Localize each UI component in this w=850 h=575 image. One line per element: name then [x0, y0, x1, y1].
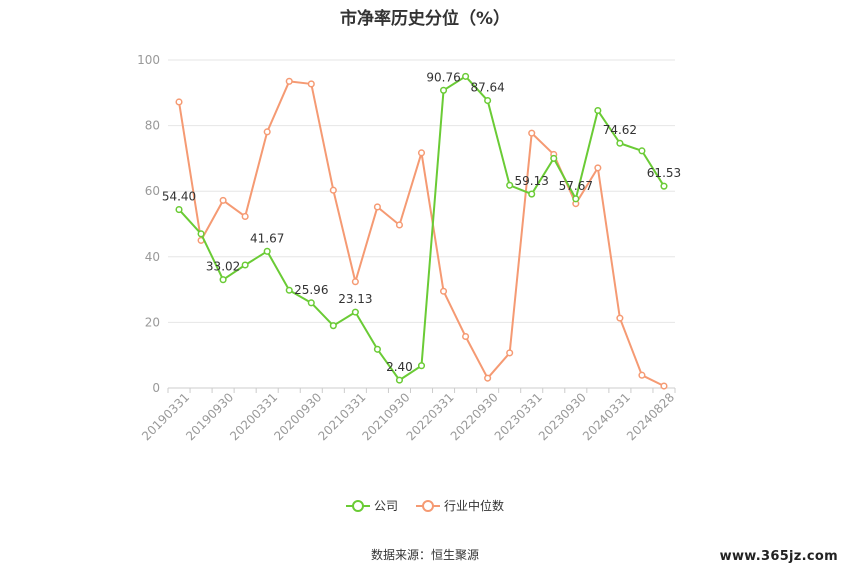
data-label: 23.13	[338, 292, 372, 306]
data-point	[351, 308, 359, 316]
data-label: 25.96	[294, 283, 328, 297]
y-tick-label: 60	[145, 184, 160, 198]
data-label: 2.40	[386, 360, 413, 374]
data-point	[572, 195, 580, 203]
legend-swatch-company	[345, 499, 370, 513]
data-point	[417, 362, 426, 370]
data-label: 90.76	[426, 70, 460, 84]
chart-title: 市净率历史分位（%）	[339, 9, 511, 29]
data-point	[550, 154, 558, 162]
data-point	[616, 139, 624, 147]
data-point	[329, 322, 337, 330]
data-point	[285, 77, 293, 85]
data-label: 87.64	[470, 81, 504, 95]
data-label: 61.53	[647, 166, 681, 180]
data-label: 59.13	[515, 174, 549, 188]
data-point	[660, 182, 668, 190]
legend-label-company: 公司	[373, 499, 398, 513]
data-point	[329, 186, 337, 194]
data-point	[462, 332, 470, 341]
data-point	[506, 349, 514, 357]
data-point	[307, 80, 315, 88]
legend: 公司 行业中位数	[0, 497, 850, 514]
watermark: www.365jz.com	[719, 549, 838, 564]
data-point	[616, 314, 624, 322]
data-point	[263, 128, 271, 136]
data-point	[594, 106, 602, 115]
data-labels: 54.40 33.02 41.67 25.96 23.13 2.40 90.76 87.64 5…	[162, 70, 681, 374]
data-point	[484, 96, 492, 105]
data-point	[506, 181, 514, 189]
data-point	[219, 276, 227, 284]
legend-label-industry: 行业中位数	[444, 499, 505, 513]
data-point	[638, 371, 646, 379]
data-point	[285, 286, 293, 294]
data-point	[484, 374, 492, 382]
data-point	[263, 247, 271, 255]
data-point	[307, 299, 315, 307]
legend-item-company[interactable]: 公司	[345, 497, 398, 514]
y-tick-label: 20	[145, 315, 160, 329]
grid	[168, 59, 675, 323]
data-point	[638, 147, 646, 155]
data-point	[660, 382, 668, 390]
data-point	[219, 196, 227, 204]
data-label: 33.02	[206, 260, 240, 274]
data-point	[528, 129, 536, 137]
legend-swatch-industry	[416, 499, 440, 513]
series	[175, 72, 668, 390]
data-point	[175, 98, 183, 106]
data-point	[175, 206, 183, 214]
data-label: 54.40	[162, 190, 196, 204]
data-point	[241, 261, 249, 269]
data-point	[395, 221, 404, 229]
data-point	[395, 376, 404, 384]
data-point	[241, 212, 249, 221]
data-point	[528, 190, 536, 198]
series-line	[178, 75, 665, 382]
data-label: 74.62	[603, 123, 637, 137]
y-tick-label: 80	[145, 119, 160, 133]
y-tick-label: 40	[145, 250, 160, 264]
y-tick-label: 100	[137, 53, 160, 67]
data-label: 57.67	[559, 179, 593, 193]
data-point	[462, 72, 470, 80]
data-point	[373, 203, 381, 211]
x-tick-label: 20240828	[624, 390, 677, 443]
data-point	[197, 230, 205, 238]
data-point	[417, 149, 426, 157]
data-point	[439, 86, 448, 94]
data-point	[373, 345, 381, 353]
data-point	[351, 278, 359, 286]
y-tick-label: 0	[152, 381, 160, 395]
data-label: 41.67	[250, 231, 284, 245]
data-point	[594, 164, 602, 172]
data-point	[439, 287, 448, 295]
data-source-note: 数据来源：恒生聚源	[370, 548, 479, 562]
legend-item-industry[interactable]: 行业中位数	[416, 497, 504, 514]
